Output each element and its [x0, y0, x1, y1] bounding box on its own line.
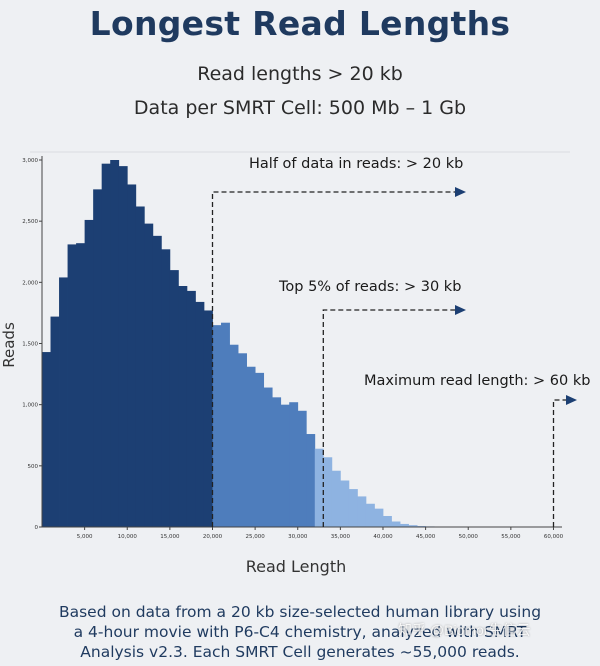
x-tick-label: 40,000: [373, 534, 393, 540]
histogram-bar: [84, 219, 94, 527]
histogram-bar: [408, 525, 418, 527]
annotation-label: Half of data in reads: > 20 kb: [249, 156, 463, 172]
watermark: 知乎 @Biomor生信云: [398, 622, 531, 638]
histogram-bar: [203, 310, 213, 527]
histogram-bar: [118, 166, 128, 527]
histogram-bar: [289, 402, 299, 527]
histogram-bar: [42, 352, 51, 527]
histogram-bar: [195, 301, 205, 527]
annotation-arrowhead: [566, 395, 577, 405]
histogram-bar: [93, 189, 103, 528]
histogram-bar: [238, 353, 247, 527]
histogram-bar: [50, 316, 60, 527]
histogram-bar: [67, 244, 77, 527]
x-tick-label: 35,000: [331, 534, 351, 540]
y-tick-label: 1,000: [22, 403, 38, 409]
y-axis-label: Reads: [0, 322, 18, 368]
figure-caption: Based on data from a 20 kb size-selected…: [0, 602, 600, 662]
caption-line-2: a 4-hour movie with P6-C4 chemistry, ana…: [73, 623, 527, 641]
histogram-bar: [382, 515, 392, 527]
x-tick-label: 50,000: [459, 534, 479, 540]
histogram-bar: [229, 344, 239, 527]
histogram-bar: [101, 163, 111, 528]
histogram-bar: [306, 434, 316, 527]
histogram-bar: [152, 235, 162, 527]
x-tick-label: 20,000: [203, 534, 223, 540]
annotation-arrowhead: [455, 187, 466, 197]
page-title: Longest Read Lengths: [89, 4, 511, 43]
y-tick-label: 2,000: [22, 280, 38, 286]
histogram-bar: [374, 508, 384, 527]
histogram-bar: [340, 480, 350, 527]
histogram-bar: [59, 277, 68, 527]
annotation-label: Maximum read length: > 60 kb: [364, 373, 590, 389]
x-axis-label: Read Length: [246, 557, 346, 576]
x-tick-label: 60,000: [544, 534, 564, 540]
annotation-dashed-line: [211, 191, 457, 527]
histogram-bar: [212, 325, 222, 527]
histogram-bar: [357, 496, 367, 527]
histogram-bar: [272, 397, 282, 527]
histogram-bar: [127, 184, 137, 527]
x-tick-label: 55,000: [501, 534, 521, 540]
histogram-bar: [331, 470, 341, 527]
y-tick-label: 2,500: [22, 219, 38, 225]
read-length-histogram: 0 500 1,000 1,500 2,000 2,500 3,000 5,000 10,000…: [0, 151, 590, 576]
caption-line-1: Based on data from a 20 kb size-selected…: [58, 603, 542, 621]
annotation-dashed-line: [322, 309, 457, 527]
y-tick-label: 3,000: [22, 158, 38, 164]
y-tick-label: 0: [35, 525, 39, 531]
histogram-bar: [348, 489, 358, 527]
histogram-bar: [186, 290, 196, 527]
histogram-bar: [391, 521, 401, 527]
histogram-bar: [144, 223, 154, 528]
histogram-bar: [323, 457, 333, 527]
subtitle-data-per-cell: Data per SMRT Cell: 500 Mb – 1 Gb: [133, 97, 467, 119]
caption-line-3: Analysis v2.3. Each SMRT Cell generates …: [80, 643, 520, 661]
histogram-bar: [365, 503, 375, 527]
histogram-bar: [178, 286, 188, 527]
histogram-bar: [76, 243, 86, 527]
x-tick-label: 15,000: [160, 534, 180, 540]
subtitle-read-lengths: Read lengths > 20 kb: [197, 63, 403, 85]
annotation-dashed-line: [552, 399, 568, 527]
histogram-bar: [400, 523, 409, 527]
x-tick-label: 10,000: [118, 534, 138, 540]
histogram-bar: [314, 448, 324, 527]
annotation-arrowhead: [455, 305, 466, 315]
histogram-bar: [135, 206, 145, 528]
histogram-bar: [246, 366, 256, 527]
histogram-bar: [169, 270, 179, 527]
y-tick-label: 1,500: [22, 342, 38, 348]
x-tick-label: 5,000: [77, 534, 93, 540]
histogram-bar: [221, 322, 230, 527]
y-tick-label: 500: [28, 464, 39, 470]
x-tick-label: 25,000: [245, 534, 265, 540]
x-tick-label: 30,000: [288, 534, 308, 540]
histogram-bar: [255, 372, 265, 527]
histogram-bar: [110, 160, 120, 527]
histogram-bar: [161, 249, 171, 528]
x-tick-label: 45,000: [416, 534, 436, 540]
histogram-bar: [297, 410, 307, 527]
histogram-bar: [263, 387, 273, 527]
histogram-bar: [280, 404, 290, 527]
annotation-label: Top 5% of reads: > 30 kb: [278, 279, 461, 295]
